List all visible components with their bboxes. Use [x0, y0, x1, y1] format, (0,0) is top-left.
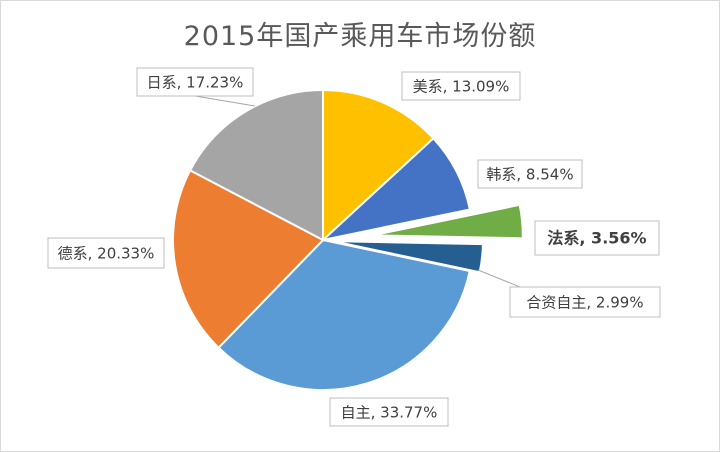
- callout-box-德系: [47, 237, 165, 269]
- callout-box-韩系: [477, 159, 583, 189]
- leader-line-日系: [194, 95, 256, 107]
- pie-slice-日系: [188, 88, 324, 242]
- callout-box-自主: [329, 397, 449, 427]
- data-label-法系: 法系, 3.56%: [547, 229, 646, 248]
- data-label-自主: 自主, 33.77%: [341, 404, 438, 422]
- data-label-韩系: 韩系, 8.54%: [486, 166, 573, 184]
- data-label-美系: 美系, 13.09%: [413, 78, 510, 96]
- pie-slice-韩系: [319, 136, 472, 242]
- callout-box-合资自主: [509, 286, 661, 318]
- chart-title: 2015年国产乘用车市场份额: [183, 21, 537, 52]
- pie-slice-自主: [217, 238, 471, 391]
- pie-slice-法系: [372, 203, 524, 240]
- callout-box-法系: [534, 220, 660, 256]
- pie-slice-德系: [172, 169, 325, 350]
- callout-box-日系: [136, 67, 254, 97]
- data-label-合资自主: 合资自主, 2.99%: [526, 294, 643, 312]
- pie-slice-合资自主: [332, 240, 484, 274]
- data-label-德系: 德系, 20.33%: [58, 245, 155, 263]
- callout-box-美系: [401, 71, 521, 101]
- leader-line-合资自主: [477, 269, 521, 288]
- pie-slice-美系: [322, 88, 435, 243]
- data-label-日系: 日系, 17.23%: [147, 74, 244, 92]
